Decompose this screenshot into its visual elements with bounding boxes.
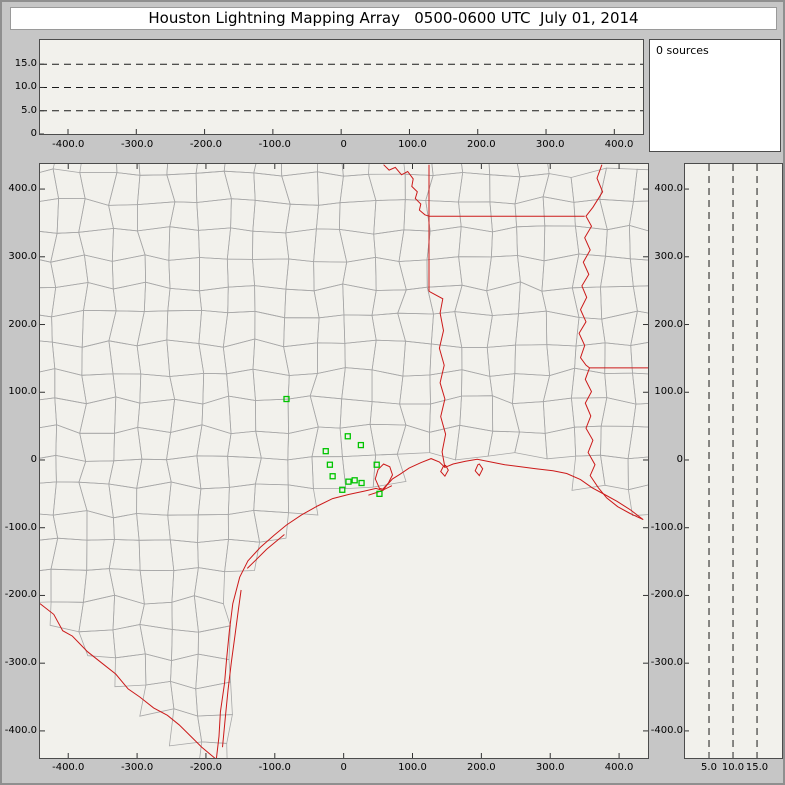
ns-tick-label-right: -400.0 <box>650 724 683 736</box>
ns-tick-label-left: -100.0 <box>4 521 37 533</box>
plan-view-map <box>40 164 648 758</box>
lma-station-marker <box>344 433 351 440</box>
state-border <box>578 164 604 369</box>
state-border <box>584 367 644 521</box>
source-count-label: 0 sources <box>656 44 709 57</box>
altitude-ew-plot <box>40 40 643 134</box>
ns-tick-label-right: 200.0 <box>654 318 683 330</box>
lma-station-marker <box>326 461 334 468</box>
state-borders-layer <box>40 164 648 758</box>
bay-outline <box>374 463 394 490</box>
ns-tick-label-right: -100.0 <box>650 521 683 533</box>
ns-tick-label-right: -300.0 <box>650 657 683 669</box>
ew-tick-label-bottom: -300.0 <box>120 762 154 773</box>
ew-tick-label-top: -200.0 <box>189 139 223 150</box>
ns-tick-label-left: 400.0 <box>8 183 37 195</box>
county-boundaries-layer <box>40 164 648 758</box>
altitude-ns-tick-label: 15.0 <box>745 762 769 773</box>
ew-tick-label-bottom: -100.0 <box>258 762 291 773</box>
ns-tick-label-right: -200.0 <box>650 589 683 601</box>
lma-station-marker <box>345 478 352 485</box>
ns-tick-label-right: 100.0 <box>654 386 683 398</box>
ns-tick-label-left: -200.0 <box>4 589 37 601</box>
ns-tick-label-left: -400.0 <box>4 724 37 736</box>
altitude-ns-tick-label: 5.0 <box>701 762 717 773</box>
ns-tick-label-left: 100.0 <box>8 386 37 398</box>
ew-tick-label-top: 200.0 <box>467 139 496 150</box>
ns-tick-label-right: 300.0 <box>654 250 683 262</box>
ew-tick-label-bottom: 200.0 <box>467 762 496 773</box>
lma-station-marker <box>376 490 383 497</box>
barrier-island <box>222 589 242 748</box>
lma-stations-layer <box>283 395 383 497</box>
ns-tick-label-left: 0 <box>30 453 37 465</box>
lma-station-marker <box>358 479 365 487</box>
altitude-ns-panel[interactable] <box>684 163 783 759</box>
ew-tick-label-top: 0 <box>340 139 347 150</box>
rio-grande-border <box>40 603 216 758</box>
altitude-ew-gridlines <box>40 63 643 134</box>
lma-station-marker <box>351 477 358 484</box>
page-title: Houston Lightning Mapping Array 0500-060… <box>10 7 777 30</box>
plan-view-map-panel[interactable] <box>39 163 649 759</box>
ew-tick-label-bottom: -400.0 <box>52 762 85 773</box>
altitude-tick-label: 0 <box>30 128 37 139</box>
lma-station-marker <box>339 486 346 493</box>
ew-tick-label-bottom: 300.0 <box>535 762 565 773</box>
lma-station-marker <box>283 395 290 403</box>
state-border <box>383 164 430 217</box>
coastline <box>215 458 644 758</box>
ew-tick-label-bottom: 100.0 <box>398 762 427 773</box>
altitude-ns-tick-label: 10.0 <box>721 762 745 773</box>
lma-station-marker <box>329 473 336 480</box>
ew-tick-label-top: 400.0 <box>604 139 634 150</box>
ew-tick-label-bottom: 0 <box>340 762 347 773</box>
altitude-ns-plot <box>685 164 782 758</box>
ns-tick-label-right: 0 <box>676 453 683 465</box>
ns-tick-label-left: 200.0 <box>8 318 37 330</box>
ns-tick-label-right: 400.0 <box>654 183 683 195</box>
ns-tick-label-left: 300.0 <box>8 250 37 262</box>
ns-tick-label-left: -300.0 <box>4 657 37 669</box>
ew-tick-label-top: 300.0 <box>535 139 565 150</box>
map-axis-ticks <box>40 164 648 758</box>
barrier-island <box>246 534 285 569</box>
source-count-panel: 0 sources <box>649 39 781 152</box>
state-border <box>428 290 447 468</box>
ew-tick-label-top: -100.0 <box>258 139 291 150</box>
altitude-ns-gridlines <box>685 164 758 758</box>
bay-outline <box>440 464 449 478</box>
altitude-ew-panel[interactable] <box>39 39 644 135</box>
ew-tick-label-top: -300.0 <box>120 139 154 150</box>
altitude-tick-label: 15.0 <box>14 58 37 70</box>
altitude-tick-label: 5.0 <box>21 104 37 116</box>
lma-station-marker <box>373 461 380 468</box>
ew-tick-label-top: 100.0 <box>398 139 427 150</box>
lma-station-marker <box>357 441 365 449</box>
ew-tick-label-top: -400.0 <box>52 139 85 150</box>
lma-station-marker <box>322 448 329 455</box>
ew-tick-label-bottom: 400.0 <box>604 762 634 773</box>
ew-tick-label-bottom: -200.0 <box>189 762 223 773</box>
altitude-tick-label: 10.0 <box>14 81 37 93</box>
bay-outline <box>474 463 484 477</box>
